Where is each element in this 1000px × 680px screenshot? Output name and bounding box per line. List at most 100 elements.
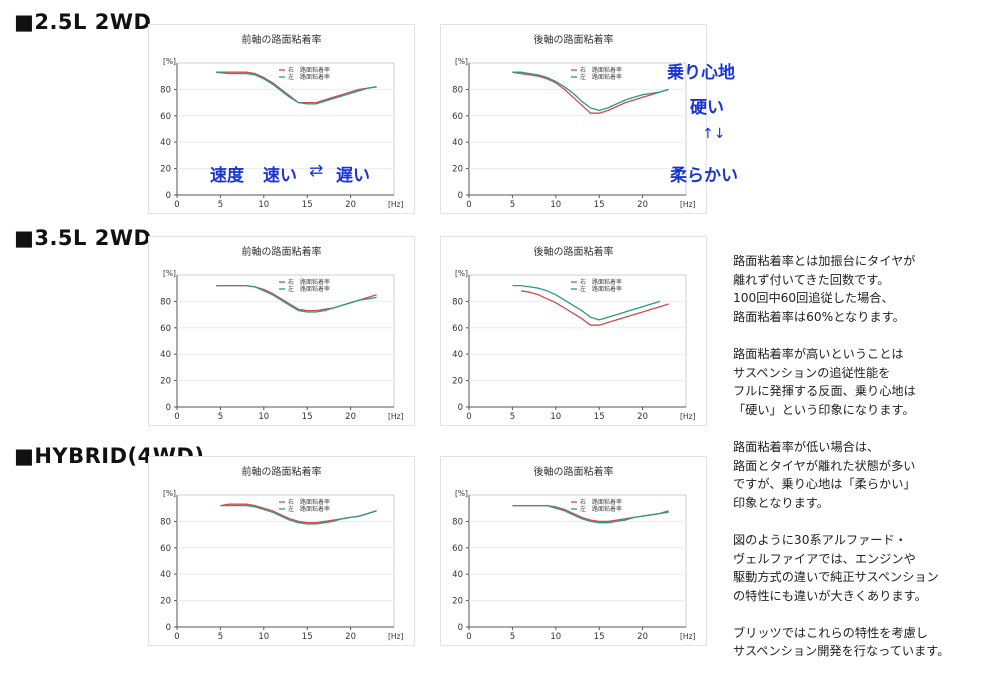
plot-area (468, 62, 687, 196)
description-line: 駆動方式の違いで純正サスペンション (733, 570, 939, 585)
description-line: フルに発揮する反面、乗り心地は (733, 384, 916, 399)
description-line: 路面粘着率が高いということは (733, 346, 904, 361)
description-line: 「硬い」という印象になります。 (733, 402, 915, 417)
x-tick-label: 5 (510, 200, 515, 210)
x-tick-label: 15 (302, 632, 313, 642)
y-tick-label: 80 (452, 517, 463, 527)
chart-title: 前軸の路面粘着率 (241, 35, 322, 46)
description-paragraph: 路面粘着率が高いということは サスペンションの追従性能をフルに発揮する反面、乗り心… (733, 345, 995, 419)
y-tick-label: 60 (452, 112, 463, 122)
x-axis-label: [Hz] (388, 632, 404, 641)
description-line: 路面とタイヤが離れた状態が多い (733, 458, 916, 473)
y-tick-label: 20 (452, 165, 463, 175)
description-line: の特性にも違いが大きくあります。 (733, 588, 927, 603)
y-tick-label: 80 (452, 297, 463, 307)
description-line: 100回中60回追従した場合、 (733, 291, 894, 306)
swap-arrow-icon: ⇄ (309, 161, 324, 181)
legend-label: 右 路面粘着率 (580, 498, 622, 506)
slow-label: 遅い (336, 166, 370, 186)
series-line (220, 504, 377, 525)
y-axis-label: [%] (455, 489, 468, 498)
x-axis-label: [Hz] (680, 200, 696, 209)
x-tick-label: 5 (510, 412, 515, 422)
chart-35l-front: 前軸の路面粘着率 0 20 40 60 80 0 5 10 15 20 [%] [Hz] 右 路面粘着率… (148, 236, 415, 426)
x-tick-label: 5 (218, 200, 223, 210)
x-tick-label: 5 (218, 632, 223, 642)
y-tick-label: 0 (458, 403, 463, 413)
x-tick-label: 10 (258, 200, 269, 210)
y-tick-label: 40 (452, 138, 463, 148)
x-tick-label: 15 (594, 412, 605, 422)
y-tick-label: 60 (452, 324, 463, 334)
description-line: 路面粘着率が低い場合は、 (733, 439, 880, 454)
x-tick-label: 0 (174, 412, 179, 422)
series-line (512, 71, 669, 112)
y-axis-label: [%] (455, 57, 468, 66)
legend-label: 左 路面粘着率 (288, 73, 330, 81)
y-axis-label: [%] (163, 57, 176, 66)
y-tick-label: 60 (160, 324, 171, 334)
x-tick-label: 20 (345, 412, 356, 422)
x-tick-label: 0 (466, 200, 471, 210)
legend-label: 右 路面粘着率 (288, 278, 330, 286)
y-tick-label: 60 (452, 544, 463, 554)
legend-label: 左 路面粘着率 (288, 285, 330, 293)
x-axis-label: [Hz] (680, 412, 696, 421)
y-tick-label: 20 (160, 165, 171, 175)
description-line: ブリッツではこれらの特性を考慮し (733, 625, 928, 640)
x-axis-label: [Hz] (680, 632, 696, 641)
x-tick-label: 0 (466, 412, 471, 422)
series-line (512, 284, 661, 321)
soft-label: 柔らかい (670, 166, 738, 186)
legend-label: 左 路面粘着率 (580, 505, 622, 513)
series-line (520, 290, 669, 326)
y-tick-label: 20 (452, 377, 463, 387)
legend-label: 左 路面粘着率 (288, 505, 330, 513)
x-tick-label: 0 (466, 632, 471, 642)
y-tick-label: 80 (160, 517, 171, 527)
y-axis-label: [%] (163, 269, 176, 278)
description-line: サスペンション開発を行なっています。 (733, 644, 950, 659)
series-line (216, 284, 377, 313)
updown-arrow-icon: ↑↓ (702, 126, 726, 142)
plot-area (468, 274, 687, 408)
y-tick-label: 0 (166, 623, 171, 633)
series-line (512, 71, 669, 114)
series-line (512, 504, 669, 524)
series-line (216, 71, 377, 105)
y-tick-label: 40 (160, 570, 171, 580)
description-paragraph: ブリッツではこれらの特性を考慮しサスペンション開発を行なっています。 (733, 624, 995, 661)
legend-label: 左 路面粘着率 (580, 285, 622, 293)
y-tick-label: 40 (160, 138, 171, 148)
x-tick-label: 15 (594, 632, 605, 642)
x-tick-label: 0 (174, 632, 179, 642)
chart-35l-rear: 後軸の路面粘着率 0 20 40 60 80 0 5 10 15 20 [%] [Hz] 右 路面粘着率… (440, 236, 707, 426)
x-tick-label: 15 (302, 412, 313, 422)
x-tick-label: 0 (174, 200, 179, 210)
chart-title: 前軸の路面粘着率 (241, 247, 322, 258)
plot-area (176, 274, 395, 408)
section-title-25l: ■2.5L 2WD (14, 10, 152, 34)
y-tick-label: 80 (160, 85, 171, 95)
chart-hybrid-front: 前軸の路面粘着率 0 20 40 60 80 0 5 10 15 20 [%] [Hz] 右 路面粘着率… (148, 456, 415, 646)
fast-label: 速い (263, 166, 297, 186)
speed-label: 速度 (210, 166, 244, 186)
description-line: サスペンションの追従性能を (733, 365, 891, 380)
description-text: 路面粘着率とは加振台にタイヤが 離れず付いてきた回数です。 100回中60回追従した… (733, 252, 995, 680)
y-axis-label: [%] (163, 489, 176, 498)
y-tick-label: 0 (458, 623, 463, 633)
y-tick-label: 80 (160, 297, 171, 307)
x-axis-label: [Hz] (388, 200, 404, 209)
x-tick-label: 10 (550, 632, 561, 642)
description-line: 路面粘着率は60%となります。 (733, 309, 905, 324)
x-tick-label: 5 (510, 632, 515, 642)
y-tick-label: 40 (452, 570, 463, 580)
chart-25l-rear: 後軸の路面粘着率 0 20 40 60 80 0 5 10 15 20 [%] [Hz] 右 路面粘着率… (440, 24, 707, 214)
x-tick-label: 20 (637, 200, 648, 210)
x-axis-label: [Hz] (388, 412, 404, 421)
legend-label: 右 路面粘着率 (580, 278, 622, 286)
